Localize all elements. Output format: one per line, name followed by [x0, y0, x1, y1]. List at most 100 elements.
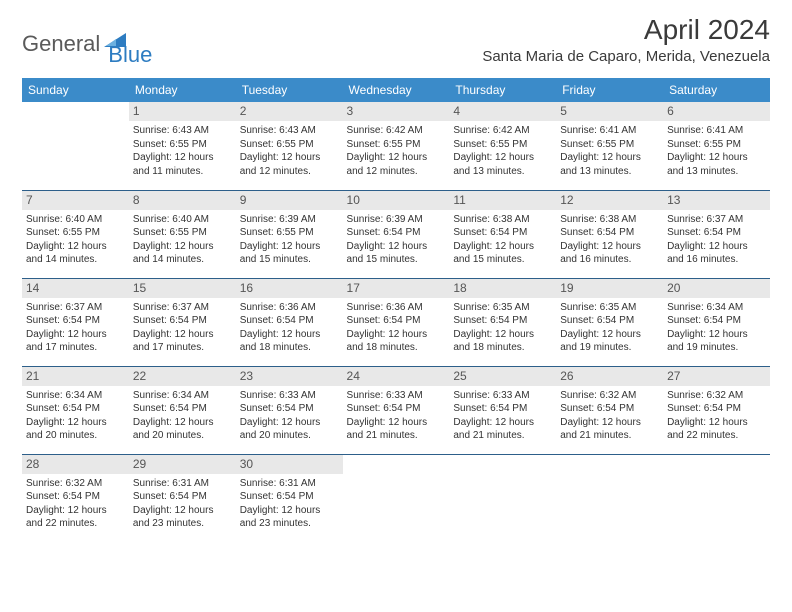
day-number: 3 [343, 102, 450, 121]
daylight-text: Daylight: 12 hours [133, 151, 232, 165]
daylight-text: and 22 minutes. [667, 429, 766, 443]
calendar-row: 28Sunrise: 6:32 AMSunset: 6:54 PMDayligh… [22, 454, 770, 542]
daylight-text: Daylight: 12 hours [133, 328, 232, 342]
weekday-header: Sunday [22, 78, 129, 102]
sunset-text: Sunset: 6:55 PM [667, 138, 766, 152]
sunrise-text: Sunrise: 6:33 AM [347, 389, 446, 403]
calendar-cell [556, 454, 663, 542]
calendar-cell: 19Sunrise: 6:35 AMSunset: 6:54 PMDayligh… [556, 278, 663, 366]
calendar-row: 1Sunrise: 6:43 AMSunset: 6:55 PMDaylight… [22, 102, 770, 190]
sunrise-text: Sunrise: 6:37 AM [26, 301, 125, 315]
location: Santa Maria de Caparo, Merida, Venezuela [482, 48, 770, 65]
sunrise-text: Sunrise: 6:33 AM [453, 389, 552, 403]
weekday-header: Friday [556, 78, 663, 102]
daylight-text: and 15 minutes. [347, 253, 446, 267]
logo-blue: Blue [108, 42, 152, 68]
calendar-cell: 23Sunrise: 6:33 AMSunset: 6:54 PMDayligh… [236, 366, 343, 454]
sunset-text: Sunset: 6:54 PM [347, 314, 446, 328]
day-number: 9 [236, 191, 343, 210]
sunset-text: Sunset: 6:54 PM [347, 402, 446, 416]
calendar-cell: 1Sunrise: 6:43 AMSunset: 6:55 PMDaylight… [129, 102, 236, 190]
calendar-cell: 4Sunrise: 6:42 AMSunset: 6:55 PMDaylight… [449, 102, 556, 190]
day-number: 5 [556, 102, 663, 121]
calendar-cell: 16Sunrise: 6:36 AMSunset: 6:54 PMDayligh… [236, 278, 343, 366]
sunrise-text: Sunrise: 6:36 AM [347, 301, 446, 315]
sunrise-text: Sunrise: 6:40 AM [26, 213, 125, 227]
day-number: 29 [129, 455, 236, 474]
daylight-text: Daylight: 12 hours [667, 416, 766, 430]
day-number: 20 [663, 279, 770, 298]
daylight-text: Daylight: 12 hours [26, 328, 125, 342]
calendar-cell [449, 454, 556, 542]
calendar-cell: 7Sunrise: 6:40 AMSunset: 6:55 PMDaylight… [22, 190, 129, 278]
calendar-cell: 28Sunrise: 6:32 AMSunset: 6:54 PMDayligh… [22, 454, 129, 542]
day-number: 14 [22, 279, 129, 298]
sunset-text: Sunset: 6:55 PM [453, 138, 552, 152]
sunset-text: Sunset: 6:54 PM [560, 402, 659, 416]
day-number: 21 [22, 367, 129, 386]
sunrise-text: Sunrise: 6:38 AM [560, 213, 659, 227]
calendar-row: 14Sunrise: 6:37 AMSunset: 6:54 PMDayligh… [22, 278, 770, 366]
sunrise-text: Sunrise: 6:37 AM [133, 301, 232, 315]
daylight-text: Daylight: 12 hours [347, 416, 446, 430]
day-number: 2 [236, 102, 343, 121]
calendar-cell [343, 454, 450, 542]
sunset-text: Sunset: 6:55 PM [240, 138, 339, 152]
sunset-text: Sunset: 6:54 PM [240, 314, 339, 328]
daylight-text: and 16 minutes. [560, 253, 659, 267]
day-number: 24 [343, 367, 450, 386]
header: General Blue April 2024 Santa Maria de C… [22, 14, 770, 68]
weekday-header: Tuesday [236, 78, 343, 102]
daylight-text: Daylight: 12 hours [560, 416, 659, 430]
calendar-row: 7 Sunrise: 6:40 AMSunset: 6:55 PM Daylight… [22, 190, 770, 278]
daylight-text: and 14 minutes. [133, 253, 232, 267]
sunset-text: Sunset: 6:54 PM [133, 314, 232, 328]
daylight-text: Daylight: 12 hours [453, 151, 552, 165]
day-number: 23 [236, 367, 343, 386]
daylight-text: Daylight: 12 hours [560, 151, 659, 165]
sunset-text: Sunset: 6:55 PM [347, 138, 446, 152]
title-block: April 2024 Santa Maria de Caparo, Merida… [482, 14, 770, 65]
daylight-text: and 18 minutes. [240, 341, 339, 355]
calendar-row: 21Sunrise: 6:34 AMSunset: 6:54 PMDayligh… [22, 366, 770, 454]
daylight-text: Daylight: 12 hours [240, 504, 339, 518]
sunrise-text: Sunrise: 6:31 AM [240, 477, 339, 491]
day-number: 28 [22, 455, 129, 474]
day-number: 25 [449, 367, 556, 386]
sunrise-text: Sunrise: 6:33 AM [240, 389, 339, 403]
sunrise-text: Sunrise: 6:34 AM [26, 389, 125, 403]
daylight-text: and 20 minutes. [240, 429, 339, 443]
calendar-cell: 27Sunrise: 6:32 AMSunset: 6:54 PMDayligh… [663, 366, 770, 454]
calendar-cell: 18Sunrise: 6:35 AMSunset: 6:54 PMDayligh… [449, 278, 556, 366]
day-number: 12 [556, 191, 663, 210]
daylight-text: and 15 minutes. [453, 253, 552, 267]
sunrise-text: Sunrise: 6:41 AM [667, 124, 766, 138]
sunset-text: Sunset: 6:54 PM [26, 490, 125, 504]
weekday-header: Wednesday [343, 78, 450, 102]
daylight-text: Daylight: 12 hours [453, 240, 552, 254]
daylight-text: Daylight: 12 hours [667, 328, 766, 342]
sunset-text: Sunset: 6:54 PM [453, 226, 552, 240]
daylight-text: and 15 minutes. [240, 253, 339, 267]
day-number: 7 [22, 191, 129, 210]
daylight-text: and 19 minutes. [560, 341, 659, 355]
sunrise-text: Sunrise: 6:42 AM [453, 124, 552, 138]
sunset-text: Sunset: 6:55 PM [26, 226, 125, 240]
calendar-cell: 21Sunrise: 6:34 AMSunset: 6:54 PMDayligh… [22, 366, 129, 454]
calendar-cell: 6Sunrise: 6:41 AMSunset: 6:55 PMDaylight… [663, 102, 770, 190]
sunset-text: Sunset: 6:55 PM [133, 138, 232, 152]
sunrise-text: Sunrise: 6:31 AM [133, 477, 232, 491]
logo: General Blue [22, 20, 152, 68]
calendar-cell: 22Sunrise: 6:34 AMSunset: 6:54 PMDayligh… [129, 366, 236, 454]
sunset-text: Sunset: 6:54 PM [26, 314, 125, 328]
calendar-cell: 5Sunrise: 6:41 AMSunset: 6:55 PMDaylight… [556, 102, 663, 190]
calendar-cell: 3Sunrise: 6:42 AMSunset: 6:55 PMDaylight… [343, 102, 450, 190]
calendar-cell: 17Sunrise: 6:36 AMSunset: 6:54 PMDayligh… [343, 278, 450, 366]
weekday-header: Saturday [663, 78, 770, 102]
sunrise-text: Sunrise: 6:41 AM [560, 124, 659, 138]
sunset-text: Sunset: 6:54 PM [453, 402, 552, 416]
daylight-text: Daylight: 12 hours [26, 416, 125, 430]
day-number: 15 [129, 279, 236, 298]
day-number: 6 [663, 102, 770, 121]
daylight-text: and 13 minutes. [667, 165, 766, 179]
